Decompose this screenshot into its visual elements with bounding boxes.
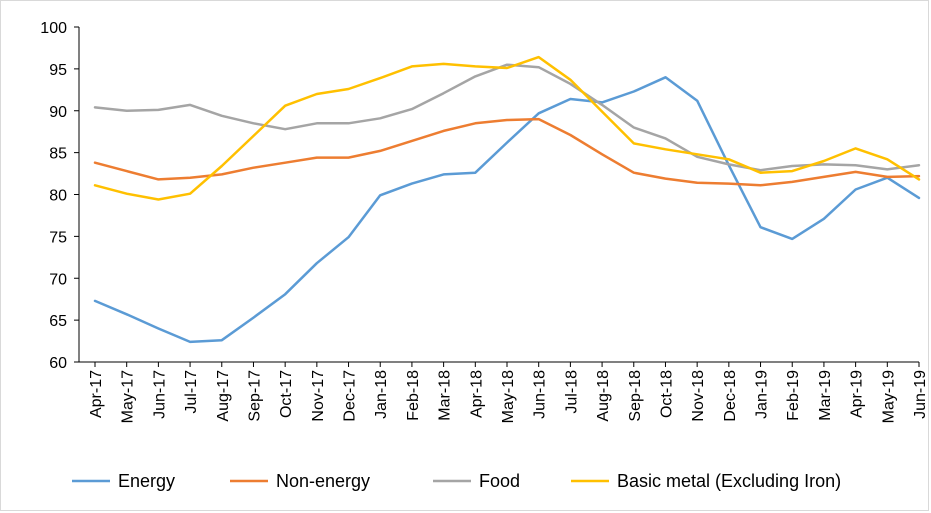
y-tick-label: 75 [49,229,67,246]
x-tick-label: Mar-19 [817,370,834,421]
x-tick-label: Sep-18 [627,370,644,422]
x-tick-label: May-19 [880,370,897,423]
y-tick-label: 60 [49,355,67,372]
x-tick-label: Jul-18 [563,370,580,414]
x-tick-label: Nov-17 [310,370,327,422]
legend: Energy Non-energy Food Basic metal (Excludi… [72,471,841,491]
y-tick-label: 65 [49,313,67,330]
y-tick-label: 70 [49,271,67,288]
y-axis: 60 65 70 75 80 85 90 95 100 [40,20,80,372]
legend-label: Non-energy [276,471,370,491]
x-axis: Apr-17 May-17 Jun-17 Jul-17 Aug-17 Sep-17 Oct-… [79,361,929,423]
x-tick-label: Dec-18 [722,370,739,422]
x-tick-label: Jun-19 [912,370,929,419]
legend-label: Basic metal (Excluding Iron) [617,471,841,491]
x-tick-label: Sep-17 [246,370,263,422]
x-tick-label: Nov-18 [690,370,707,422]
series-lines [93,55,921,344]
series-line-2 [93,63,921,172]
x-tick-label: Feb-19 [785,370,802,421]
x-tick-label: Dec-17 [342,370,359,422]
series-line-3 [93,55,921,201]
legend-label: Energy [118,471,175,491]
x-tick-label: Feb-18 [405,370,422,421]
x-tick-label: Apr-19 [849,370,866,418]
x-tick-label: May-18 [500,370,517,423]
x-tick-label: Jan-19 [754,370,771,419]
x-tick-label: May-17 [120,370,137,423]
x-tick-label: Jul-17 [183,370,200,414]
x-tick-label: Apr-18 [468,370,485,418]
x-tick-label: Aug-17 [215,370,232,422]
x-tick-label: Jan-18 [373,370,390,419]
x-tick-label: Jun-17 [151,370,168,419]
x-tick-label: Apr-17 [88,370,105,418]
x-tick-label: Oct-18 [658,370,675,418]
y-tick-label: 90 [49,104,67,121]
series-line-1 [93,117,921,187]
y-tick-label: 100 [40,20,67,37]
x-tick-label: Aug-18 [595,370,612,422]
y-tick-label: 95 [49,62,67,79]
x-tick-label: Oct-17 [278,370,295,418]
y-tick-label: 85 [49,146,67,163]
x-tick-label: Mar-18 [437,370,454,421]
series-line-0 [93,76,921,344]
x-tick-label: Jun-18 [532,370,549,419]
y-tick-label: 80 [49,188,67,205]
legend-label: Food [479,471,520,491]
